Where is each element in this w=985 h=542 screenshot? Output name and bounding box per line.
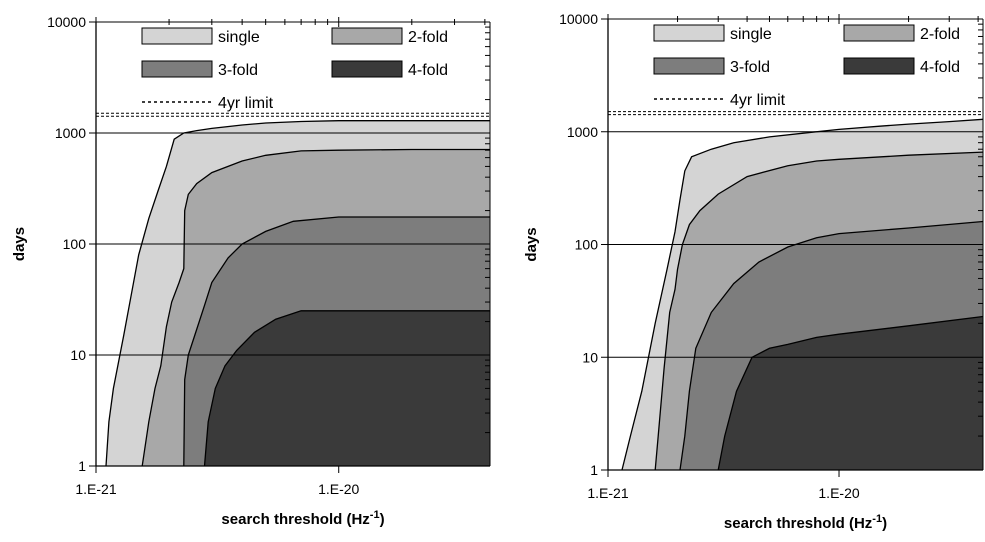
- legend-swatch-2-fold: [843, 24, 915, 42]
- legend-swatch-single: [653, 24, 725, 42]
- y-tick-label: 10000: [559, 11, 598, 27]
- y-tick-label: 100: [575, 237, 599, 253]
- legend-label-limit: 4yr limit: [730, 92, 786, 109]
- y-tick-label: 10000: [47, 14, 86, 30]
- series-area-4-fold: [203, 310, 490, 466]
- legend-label-2-fold: 2-fold: [920, 26, 960, 43]
- series-area-4-fold: [717, 315, 983, 470]
- legend-label-limit: 4yr limit: [218, 95, 274, 112]
- legend-swatch-3-fold: [141, 60, 213, 78]
- legend-label-4-fold: 4-fold: [920, 59, 960, 76]
- chart-right: 1 10 100 1000 10000 1.E-21 1.E-20 search thresh…: [523, 11, 984, 532]
- legend-label-single: single: [730, 26, 772, 43]
- legend-label-4-fold: 4-fold: [408, 62, 448, 79]
- x-tick-label: 1.E-21: [75, 481, 116, 497]
- y-tick-label: 10: [70, 347, 86, 363]
- legend-swatch-single: [141, 27, 213, 45]
- x-tick-label: 1.E-20: [318, 481, 359, 497]
- y-tick-label: 1000: [55, 125, 86, 141]
- x-axis-label: search threshold (Hz-1): [221, 509, 384, 528]
- legend-swatch-2-fold: [331, 27, 403, 45]
- y-tick-label: 10: [582, 349, 598, 365]
- y-axis-label: days: [523, 227, 540, 261]
- legend-label-single: single: [218, 29, 260, 46]
- legend-swatch-4-fold: [843, 57, 915, 75]
- y-tick-label: 100: [63, 236, 87, 252]
- x-tick-label: 1.E-21: [587, 485, 628, 501]
- legend-swatch-4-fold: [331, 60, 403, 78]
- area-group: [105, 120, 490, 466]
- legend-label-2-fold: 2-fold: [408, 29, 448, 46]
- area-group: [621, 118, 983, 470]
- y-axis-label: days: [11, 227, 28, 261]
- legend-label-3-fold: 3-fold: [218, 62, 258, 79]
- y-tick-label: 1: [590, 462, 598, 478]
- chart-panel-left: 1 10 100 1000 10000 1.E-21 1.E-20 search thresh…: [0, 0, 492, 537]
- x-axis-label: search threshold (Hz-1): [724, 513, 887, 532]
- chart-panel-right: 1 10 100 1000 10000 1.E-21 1.E-20 search thresh…: [493, 0, 985, 537]
- legend-swatch-3-fold: [653, 57, 725, 75]
- y-tick-label: 1: [78, 458, 86, 474]
- y-tick-label: 1000: [567, 124, 598, 140]
- legend-label-3-fold: 3-fold: [730, 59, 770, 76]
- chart-left: 1 10 100 1000 10000 1.E-21 1.E-20 search thresh…: [11, 14, 491, 528]
- x-tick-label: 1.E-20: [818, 485, 859, 501]
